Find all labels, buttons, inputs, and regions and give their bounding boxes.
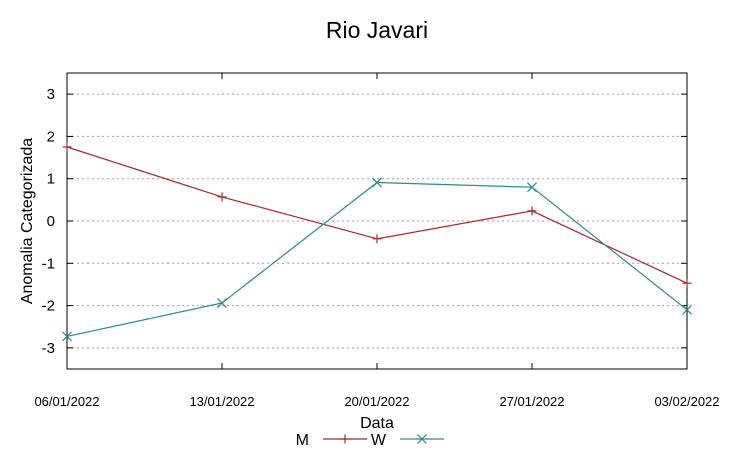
series-w-point	[527, 182, 537, 193]
series-w-point	[62, 331, 72, 342]
series-w	[62, 177, 692, 342]
chart-title: Rio Javari	[326, 17, 428, 43]
series-m-line	[66, 146, 688, 284]
x-axis-ticks: 06/01/2022 13/01/2022 20/01/2022 27/01/2022…	[34, 73, 720, 409]
legend-marker	[417, 434, 427, 444]
y-axis-label: Anomalia Categorizada	[19, 138, 36, 304]
series-w-point	[372, 177, 382, 188]
series-m-point	[527, 206, 537, 216]
y-tick-label: 3	[47, 86, 55, 103]
y-tick-label: -2	[42, 298, 55, 315]
x-tick-label: 20/01/2022	[344, 394, 409, 409]
y-tick-label: 0	[47, 213, 55, 230]
series-m-point	[682, 278, 692, 288]
legend-marker	[340, 434, 350, 444]
x-tick-label: 13/01/2022	[189, 394, 254, 409]
series-m	[62, 142, 692, 288]
x-tick-label: 06/01/2022	[34, 394, 99, 409]
series-layer	[62, 142, 692, 342]
y-tick-label: -3	[42, 340, 55, 357]
y-tick-label: 1	[47, 171, 55, 188]
x-tick-label: 03/02/2022	[654, 394, 719, 409]
legend-label: M	[296, 432, 309, 449]
series-w-line	[66, 181, 688, 337]
y-axis-ticks: -3 -2 -1 0 1 2 3	[42, 86, 687, 357]
series-m-point	[62, 142, 72, 152]
x-axis-label: Data	[360, 415, 394, 432]
y-tick-label: -1	[42, 255, 55, 272]
series-w-point	[217, 298, 227, 308]
legend-label: W	[371, 432, 387, 449]
y-tick-label: 2	[47, 128, 55, 145]
gridlines	[67, 93, 687, 349]
series-w-point	[682, 304, 692, 315]
x-tick-label: 27/01/2022	[499, 394, 564, 409]
series-m-point	[217, 192, 227, 202]
series-m-point	[372, 234, 382, 244]
